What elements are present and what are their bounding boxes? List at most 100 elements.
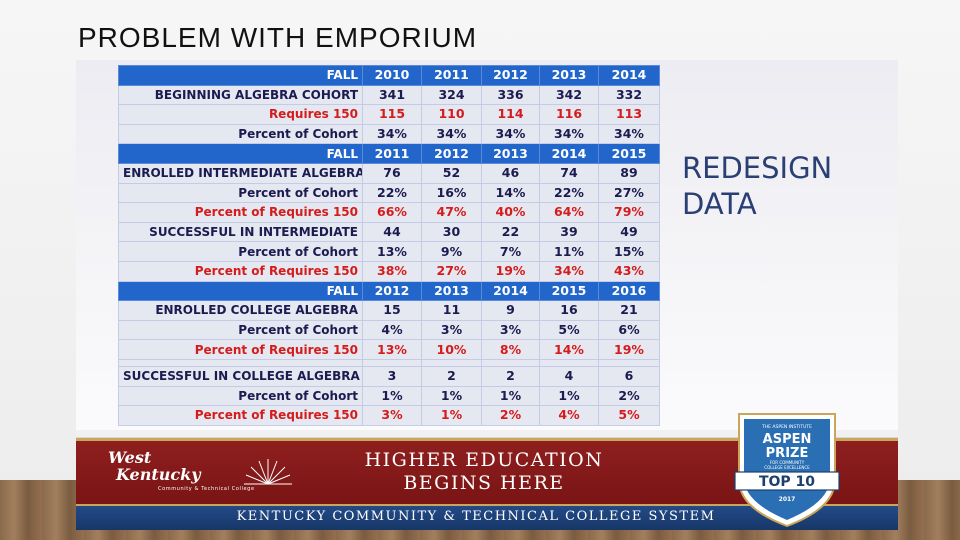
table-cell: 2014 — [481, 280, 540, 302]
table-cell: 3% — [421, 319, 482, 341]
table-cell: 2014 — [598, 65, 660, 86]
table-header-row: FALL 2011 2012 2013 2014 2015 — [118, 143, 660, 164]
table-row: Percent of Cohort 22% 16% 14% 22% 27% — [118, 182, 660, 204]
table-cell: 46 — [481, 162, 540, 184]
table-cell: 4 — [539, 365, 599, 387]
table-cell: 336 — [481, 84, 540, 106]
table-cell: 74 — [539, 162, 599, 184]
table-cell: 15 — [362, 300, 422, 321]
table-cell: 13% — [362, 339, 422, 360]
table-cell: 5% — [539, 319, 599, 341]
row-label: BEGINNING ALGEBRA COHORT — [118, 84, 363, 106]
table-cell: 8% — [481, 339, 540, 360]
table-row: Percent of Requires 150 3% 1% 2% 4% 5% — [118, 405, 660, 426]
table-cell: 30 — [421, 221, 482, 243]
table-cell: 22% — [362, 182, 422, 204]
logo-subtitle: Community & Technical College — [158, 486, 255, 492]
sunburst-icon — [244, 459, 292, 485]
table-cell: 34% — [539, 260, 599, 282]
table-cell: 2012 — [421, 143, 482, 164]
table-cell: 324 — [421, 84, 482, 106]
table-cell: 39 — [539, 221, 599, 243]
table-cell: 3% — [362, 405, 422, 426]
row-label: FALL — [118, 280, 363, 302]
table-cell: 9% — [421, 241, 482, 262]
table-cell: 22% — [539, 182, 599, 204]
table-cell: 2013 — [481, 143, 540, 164]
table-row: Percent of Cohort 13% 9% 7% 11% 15% — [118, 241, 660, 262]
table-cell: 2% — [598, 385, 660, 407]
table-cell: 2 — [421, 365, 482, 387]
table-cell: 14% — [539, 339, 599, 360]
row-label: Percent of Cohort — [118, 182, 363, 204]
table-cell: 89 — [598, 162, 660, 184]
table-cell: 2015 — [598, 143, 660, 164]
row-label: Percent of Cohort — [118, 385, 363, 407]
redesign-heading-line1: REDESIGN — [682, 151, 833, 185]
blue-banner: KENTUCKY COMMUNITY & TECHNICAL COLLEGE S… — [76, 504, 898, 530]
west-kentucky-logo: West Kentucky Community & Technical Coll… — [108, 448, 298, 498]
table-cell: 1% — [421, 405, 482, 426]
table-spacer-row — [118, 358, 660, 367]
table-cell: 22 — [481, 221, 540, 243]
table-cell — [481, 358, 540, 367]
table-cell: 1% — [362, 385, 422, 407]
table-cell: 13% — [362, 241, 422, 262]
chair-rail — [76, 430, 898, 438]
table-cell: 43% — [598, 260, 660, 282]
table-cell: 2010 — [362, 65, 422, 86]
table-cell: 76 — [362, 162, 422, 184]
table-cell: 4% — [539, 405, 599, 426]
table-cell: 114 — [481, 104, 540, 125]
aspen-institute: THE ASPEN INSTITUTE — [761, 424, 812, 430]
aspen-year: 2017 — [779, 496, 796, 503]
row-label: Requires 150 — [118, 104, 363, 125]
table-cell: 2012 — [481, 65, 540, 86]
table-cell: 16% — [421, 182, 482, 204]
table-cell: 6 — [598, 365, 660, 387]
table-cell: 2011 — [421, 65, 482, 86]
table-header-row: FALL 2010 2011 2012 2013 2014 — [118, 65, 660, 86]
redesign-heading: REDESIGN DATA — [682, 150, 872, 222]
table-cell — [362, 358, 422, 367]
row-label: Percent of Requires 150 — [118, 202, 363, 223]
table-cell: 27% — [421, 260, 482, 282]
row-label: Percent of Requires 150 — [118, 405, 363, 426]
row-label: Percent of Cohort — [118, 319, 363, 341]
table-cell: 16 — [539, 300, 599, 321]
table-cell: 9 — [481, 300, 540, 321]
table-row: Requires 150 115 110 114 116 113 — [118, 104, 660, 125]
table-row: BEGINNING ALGEBRA COHORT 341 324 336 342 332 — [118, 84, 660, 106]
aspen-sub2: COLLEGE EXCELLENCE — [764, 465, 810, 470]
tagline-line1: HIGHER EDUCATION — [364, 449, 604, 471]
table-cell: 5% — [598, 405, 660, 426]
row-label: SUCCESSFUL IN COLLEGE ALGEBRA — [118, 365, 363, 387]
table-row: ENROLLED INTERMEDIATE ALGEBRA 76 52 46 74 89 — [118, 162, 660, 184]
table-cell: 47% — [421, 202, 482, 223]
table-cell: 3 — [362, 365, 422, 387]
table-cell: 27% — [598, 182, 660, 204]
table-cell — [598, 358, 660, 367]
table-cell: 1% — [539, 385, 599, 407]
table-cell: 34% — [539, 123, 599, 145]
row-label: FALL — [118, 143, 363, 164]
table-cell: 6% — [598, 319, 660, 341]
table-cell: 34% — [598, 123, 660, 145]
banner-tagline: HIGHER EDUCATION BEGINS HERE — [314, 449, 654, 495]
table-cell: 2014 — [539, 143, 599, 164]
table-cell: 342 — [539, 84, 599, 106]
aspen-word: ASPEN — [763, 432, 812, 447]
table-cell: 2015 — [539, 280, 599, 302]
table-cell — [421, 358, 482, 367]
logo-west: West — [108, 448, 152, 467]
row-label: Percent of Requires 150 — [118, 260, 363, 282]
table-row: Percent of Requires 150 13% 10% 8% 14% 19% — [118, 339, 660, 360]
logo-kentucky: Kentucky — [116, 465, 201, 484]
table-cell: 332 — [598, 84, 660, 106]
table-row: Percent of Cohort 1% 1% 1% 1% 2% — [118, 385, 660, 407]
table-row: Percent of Requires 150 66% 47% 40% 64% 79% — [118, 202, 660, 223]
table-cell: 341 — [362, 84, 422, 106]
row-label: FALL — [118, 65, 363, 86]
tagline-line2: BEGINS HERE — [403, 472, 565, 494]
kctcs-label: KENTUCKY COMMUNITY & TECHNICAL COLLEGE S… — [236, 509, 716, 524]
